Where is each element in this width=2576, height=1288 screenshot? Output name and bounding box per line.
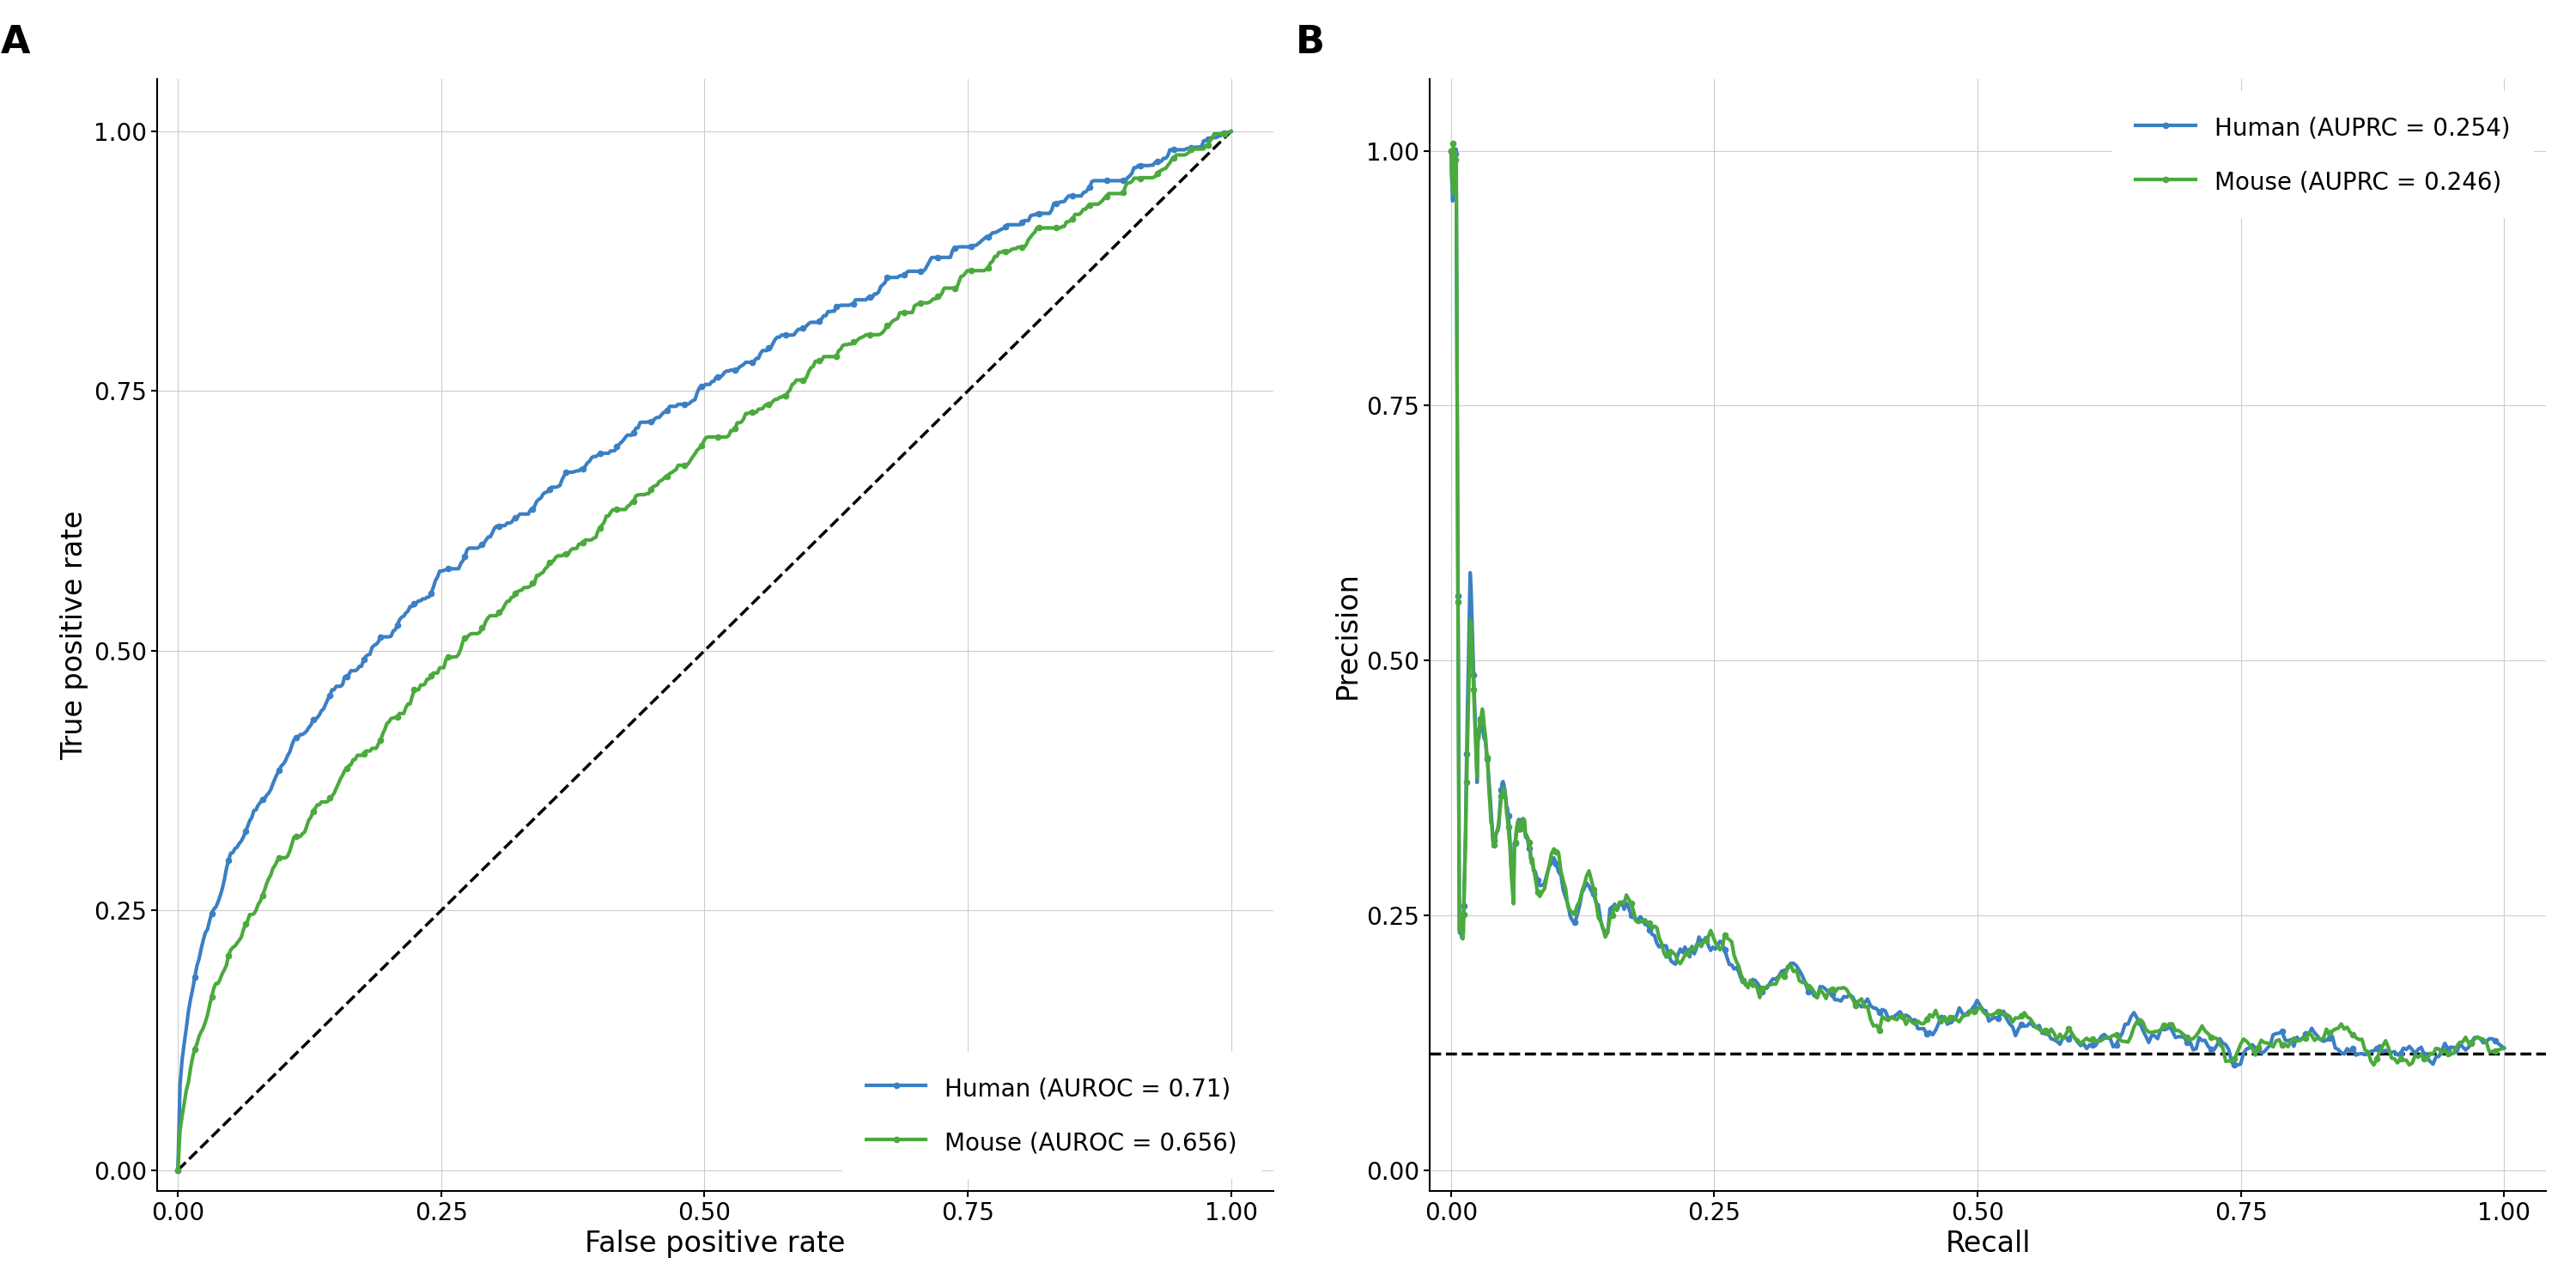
Mouse (AUPRC = 0.246) xyxy=(1839,998,1870,1014)
Human (AUROC = 0.71) xyxy=(162,1162,193,1177)
Text: A: A xyxy=(0,24,31,61)
Mouse (AUROC = 0.656) xyxy=(670,457,701,473)
Mouse (AUROC = 0.656) xyxy=(1025,220,1056,236)
Mouse (AUPRC = 0.246) xyxy=(2128,1014,2159,1029)
Mouse (AUPRC = 0.246) xyxy=(1656,943,1687,958)
Human (AUROC = 0.71) xyxy=(1216,124,1247,139)
Legend: Human (AUPRC = 0.254), Mouse (AUPRC = 0.246): Human (AUPRC = 0.254), Mouse (AUPRC = 0.… xyxy=(2112,91,2535,219)
Human (AUROC = 0.71) xyxy=(732,354,762,370)
Line: Human (AUPRC = 0.254): Human (AUPRC = 0.254) xyxy=(1448,146,2506,1068)
Human (AUROC = 0.71) xyxy=(670,397,701,412)
Human (AUPRC = 0.254) xyxy=(1986,1006,2017,1021)
Legend: Human (AUROC = 0.71), Mouse (AUROC = 0.656): Human (AUROC = 0.71), Mouse (AUROC = 0.6… xyxy=(842,1052,1262,1179)
Mouse (AUPRC = 0.246) xyxy=(1986,1003,2017,1019)
Mouse (AUPRC = 0.246) xyxy=(1556,905,1587,921)
Mouse (AUPRC = 0.246) xyxy=(2360,1057,2391,1073)
Human (AUPRC = 0.254) xyxy=(1656,953,1687,969)
Y-axis label: Precision: Precision xyxy=(1334,572,1363,699)
Human (AUPRC = 0.254) xyxy=(1989,1003,2020,1019)
Mouse (AUROC = 0.656) xyxy=(1216,124,1247,139)
Human (AUROC = 0.71) xyxy=(1025,206,1056,222)
Mouse (AUPRC = 0.246) xyxy=(2488,1041,2519,1056)
Mouse (AUROC = 0.656) xyxy=(162,1162,193,1177)
Human (AUROC = 0.71) xyxy=(1190,133,1221,148)
Mouse (AUPRC = 0.246) xyxy=(1989,1007,2020,1023)
Line: Mouse (AUROC = 0.656): Mouse (AUROC = 0.656) xyxy=(175,129,1234,1173)
Human (AUPRC = 0.254) xyxy=(1435,143,1466,158)
Line: Mouse (AUPRC = 0.246): Mouse (AUPRC = 0.246) xyxy=(1448,140,2506,1068)
Y-axis label: True positive rate: True positive rate xyxy=(59,510,88,760)
Mouse (AUPRC = 0.246) xyxy=(1437,135,1468,151)
Mouse (AUROC = 0.656) xyxy=(662,457,693,473)
Mouse (AUROC = 0.656) xyxy=(1190,138,1221,153)
Mouse (AUROC = 0.656) xyxy=(788,372,819,388)
Line: Human (AUROC = 0.71): Human (AUROC = 0.71) xyxy=(175,129,1234,1173)
Human (AUPRC = 0.254) xyxy=(1839,996,1870,1011)
Mouse (AUPRC = 0.246) xyxy=(1435,143,1466,158)
Text: B: B xyxy=(1296,24,1324,61)
Human (AUROC = 0.71) xyxy=(662,397,693,412)
Human (AUPRC = 0.254) xyxy=(2488,1041,2519,1056)
Human (AUPRC = 0.254) xyxy=(1556,913,1587,929)
X-axis label: Recall: Recall xyxy=(1945,1230,2030,1258)
Human (AUROC = 0.71) xyxy=(788,319,819,335)
X-axis label: False positive rate: False positive rate xyxy=(585,1230,845,1258)
Human (AUPRC = 0.254) xyxy=(2218,1057,2249,1073)
Human (AUPRC = 0.254) xyxy=(1437,140,1468,156)
Human (AUPRC = 0.254) xyxy=(2128,1023,2159,1038)
Mouse (AUROC = 0.656) xyxy=(732,406,762,421)
